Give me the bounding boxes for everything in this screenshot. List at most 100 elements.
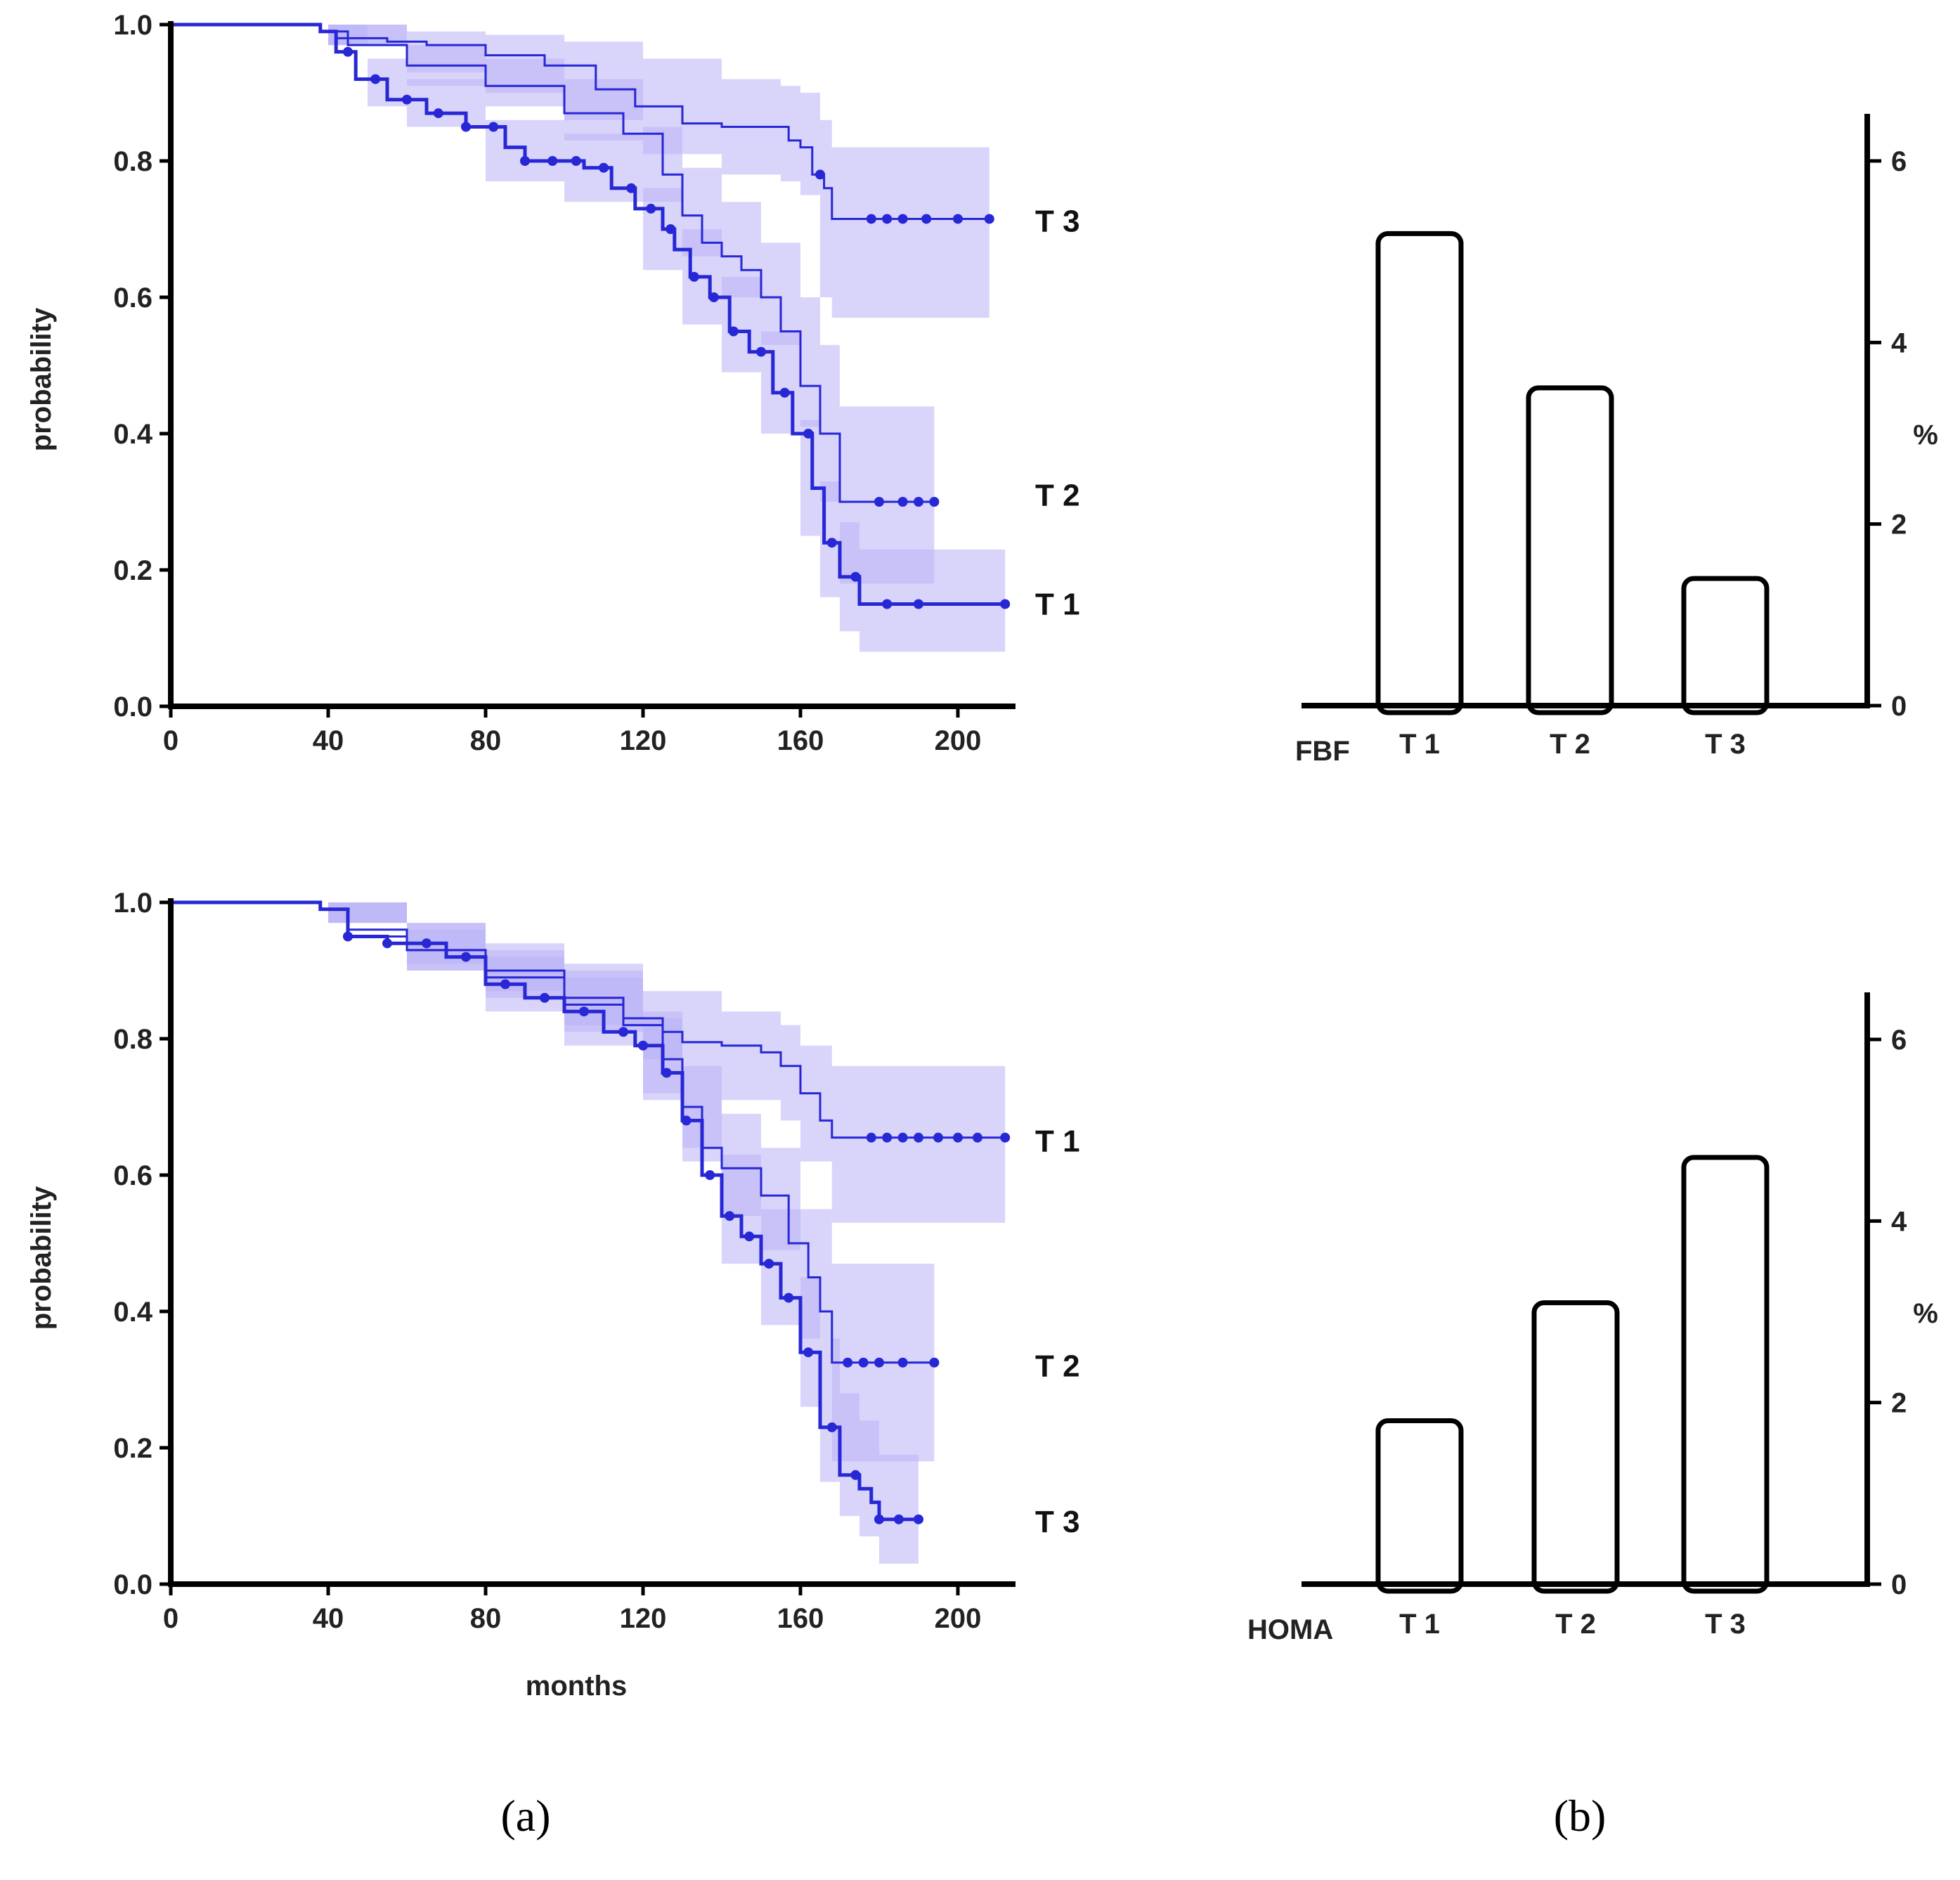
bar-t-3 bbox=[1681, 1155, 1770, 1594]
censor-mark-t-2 bbox=[897, 1357, 908, 1368]
censor-mark-t-1 bbox=[402, 94, 412, 105]
censor-mark-t-2 bbox=[874, 1357, 884, 1368]
tick-labels: 0 2 4 6 bbox=[1891, 146, 1907, 722]
censor-mark-t-1 bbox=[882, 599, 893, 609]
censor-mark-t-1 bbox=[488, 122, 499, 132]
survival-curve-t-3 bbox=[171, 23, 989, 220]
x-tick-label: 120 bbox=[620, 725, 667, 756]
censor-mark-t-1 bbox=[571, 156, 581, 166]
y-tick-label: 0 bbox=[1891, 691, 1907, 722]
censor-mark-t-1 bbox=[708, 292, 719, 302]
censor-mark-t-3 bbox=[725, 1211, 735, 1221]
censor-mark-t-1 bbox=[343, 46, 353, 57]
censor-mark-t-2 bbox=[843, 1357, 853, 1368]
y-tick-label: 0.2 bbox=[113, 555, 152, 586]
censor-mark-t-1 bbox=[803, 429, 814, 439]
censor-mark-t-3 bbox=[764, 1259, 774, 1269]
category-label-t-2: T 2 bbox=[1550, 729, 1590, 760]
censor-mark-t-1 bbox=[850, 571, 861, 582]
censor-mark-t-3 bbox=[661, 1068, 672, 1078]
censor-mark-t-3 bbox=[953, 214, 963, 224]
y-tick-label: 0.2 bbox=[113, 1433, 152, 1464]
censor-mark-t-3 bbox=[897, 214, 908, 224]
censor-marks bbox=[343, 931, 1011, 1524]
caption-b: (b) bbox=[1554, 1791, 1607, 1841]
curve-label-t-1: T 1 bbox=[1035, 1124, 1080, 1159]
censor-mark-t-1 bbox=[461, 122, 471, 132]
y-tick-label: 2 bbox=[1891, 1388, 1907, 1419]
censor-mark-t-1 bbox=[973, 1132, 982, 1143]
x-tick-label: 200 bbox=[935, 1603, 982, 1634]
curve-label-t-2: T 2 bbox=[1035, 478, 1080, 512]
censor-mark-t-3 bbox=[579, 1006, 589, 1017]
curve-label-t-2: T 2 bbox=[1035, 1349, 1080, 1384]
y-tick-label: 0.8 bbox=[113, 1024, 152, 1055]
y-tick-label: 0.6 bbox=[113, 283, 152, 313]
censor-mark-t-3 bbox=[500, 979, 510, 990]
censor-mark-t-1 bbox=[953, 1132, 963, 1143]
bars bbox=[1375, 1155, 1770, 1594]
censor-mark-t-1 bbox=[1000, 599, 1011, 609]
censor-mark-t-3 bbox=[984, 214, 994, 224]
censor-marks bbox=[343, 46, 1011, 609]
censor-mark-t-3 bbox=[894, 1514, 904, 1524]
bars bbox=[1375, 231, 1770, 715]
y-tick-label: 0.0 bbox=[113, 692, 152, 722]
confidence-band-t-1 bbox=[171, 902, 1006, 1223]
censor-mark-t-3 bbox=[826, 1422, 837, 1432]
tick-labels: 0 2 4 6 bbox=[1891, 1025, 1907, 1600]
bar-t-2 bbox=[1531, 1300, 1620, 1594]
censor-mark-t-3 bbox=[638, 1040, 648, 1051]
censor-mark-t-3 bbox=[744, 1231, 755, 1242]
category-label-t-3: T 3 bbox=[1705, 729, 1746, 760]
censor-mark-t-1 bbox=[626, 183, 637, 193]
confidence-bands bbox=[171, 902, 1006, 1564]
y-tick-label: 6 bbox=[1891, 146, 1907, 177]
censor-mark-t-1 bbox=[882, 1132, 893, 1143]
censor-mark-t-3 bbox=[618, 1027, 628, 1037]
x-tick-label: 0 bbox=[163, 725, 179, 756]
category-label-t-3: T 3 bbox=[1705, 1609, 1746, 1640]
censor-mark-t-1 bbox=[1000, 1132, 1011, 1143]
censor-mark-t-2 bbox=[897, 497, 908, 507]
censor-mark-t-1 bbox=[779, 387, 790, 398]
y-tick-label: 0 bbox=[1891, 1569, 1907, 1600]
censor-mark-t-2 bbox=[929, 1357, 940, 1368]
axes bbox=[168, 21, 1015, 709]
curve-label-t-3: T 3 bbox=[1035, 204, 1080, 238]
x-tick-label: 160 bbox=[777, 1603, 824, 1634]
y-tick-label: 0.0 bbox=[113, 1569, 152, 1600]
percent-axis-label: % bbox=[1913, 1298, 1938, 1329]
km-chart-top: 0 40 80 120 160 200 0.0 0.2 0.4 0.6 0.8 1.0 probabi… bbox=[26, 10, 1080, 756]
y-tick-label: 0.4 bbox=[113, 1297, 152, 1328]
category-label-t-1: T 1 bbox=[1399, 1609, 1440, 1640]
censor-mark-t-3 bbox=[866, 214, 876, 224]
censor-mark-t-1 bbox=[933, 1132, 943, 1143]
category-labels: T 1 T 2 T 3 bbox=[1399, 1609, 1746, 1640]
bar-chart-fbf: 0 2 4 6 T 1 T 2 T 3 FBF % bbox=[1295, 114, 1938, 767]
group-label-fbf: FBF bbox=[1295, 736, 1350, 767]
axes bbox=[1302, 114, 1870, 708]
bar-t-1 bbox=[1375, 231, 1464, 715]
confidence-band-t-3 bbox=[171, 25, 989, 318]
bar-t-1 bbox=[1375, 1418, 1464, 1594]
censor-mark-t-2 bbox=[874, 497, 884, 507]
censor-mark-t-3 bbox=[803, 1347, 814, 1358]
category-labels: T 1 T 2 T 3 bbox=[1399, 729, 1746, 760]
censor-mark-t-3 bbox=[705, 1170, 715, 1180]
tick-marks bbox=[160, 900, 960, 1595]
censor-mark-t-3 bbox=[681, 1115, 692, 1126]
x-tick-label: 0 bbox=[163, 1603, 179, 1634]
curve-labels: T 3 T 2 T 1 bbox=[1035, 204, 1080, 621]
censor-mark-t-3 bbox=[382, 938, 392, 949]
x-axis-label: months bbox=[526, 1671, 627, 1701]
censor-mark-t-1 bbox=[646, 203, 656, 214]
censor-mark-t-1 bbox=[897, 1132, 908, 1143]
censor-mark-t-1 bbox=[914, 599, 923, 609]
category-label-t-1: T 1 bbox=[1399, 729, 1440, 760]
y-tick-label: 0.4 bbox=[113, 419, 152, 450]
censor-mark-t-1 bbox=[866, 1132, 876, 1143]
censor-mark-t-1 bbox=[433, 108, 443, 119]
censor-mark-t-3 bbox=[343, 931, 353, 942]
